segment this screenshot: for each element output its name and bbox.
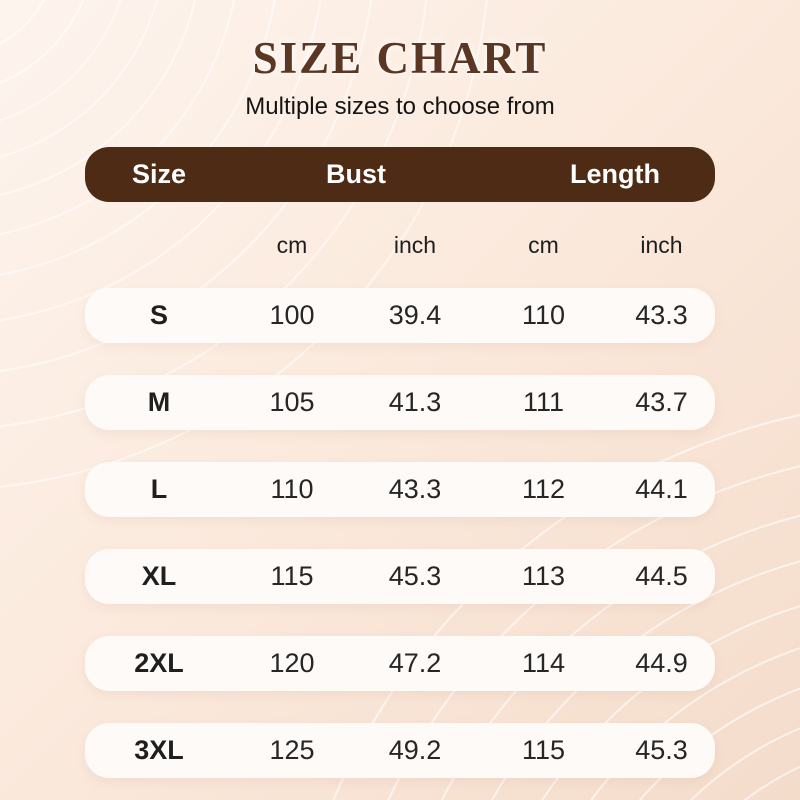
bust-inch-value: 41.3 <box>388 387 442 417</box>
table-row: L 110 43.3 112 44.1 <box>85 462 715 517</box>
length-inch-value: 44.1 <box>635 474 688 504</box>
size-value: S <box>149 300 168 330</box>
size-value: 3XL <box>134 735 184 765</box>
length-inch-value: 43.7 <box>635 387 688 417</box>
length-inch-value: 44.9 <box>635 648 688 678</box>
header-length: Length <box>570 159 660 189</box>
length-cm-value: 114 <box>521 648 566 678</box>
header-bust: Bust <box>326 159 386 189</box>
length-cm-value: 113 <box>521 561 566 591</box>
bust-inch-value: 39.4 <box>388 300 442 330</box>
unit-row: cm inch cm inch <box>85 202 715 288</box>
size-value: XL <box>141 561 177 591</box>
unit-length-cm: cm <box>528 231 559 258</box>
page-title: SIZE CHART <box>252 33 548 83</box>
bust-cm-value: 110 <box>270 474 314 504</box>
bust-cm-value: 100 <box>269 300 315 330</box>
size-value: 2XL <box>134 648 184 678</box>
size-value: M <box>147 387 171 417</box>
table-header-bar: Size Bust Length <box>85 147 715 202</box>
unit-bust-inch: inch <box>393 231 437 258</box>
bust-cm-value: 120 <box>269 648 315 678</box>
length-cm-value: 111 <box>522 387 565 417</box>
bust-inch-value: 43.3 <box>388 474 442 504</box>
bust-inch-value: 49.2 <box>388 735 442 765</box>
length-cm-value: 110 <box>521 300 566 330</box>
header-size: Size <box>131 159 187 189</box>
size-value: L <box>150 474 168 504</box>
bust-cm-value: 115 <box>270 561 314 591</box>
table-row: 2XL 120 47.2 114 44.9 <box>85 636 715 691</box>
length-cm-value: 115 <box>521 735 566 765</box>
unit-bust-cm: cm <box>276 231 308 258</box>
bust-inch-value: 45.3 <box>388 561 442 591</box>
length-inch-value: 45.3 <box>635 735 688 765</box>
page-subtitle: Multiple sizes to choose from <box>245 93 555 120</box>
length-inch-value: 43.3 <box>635 300 688 330</box>
table-row: XL 115 45.3 113 44.5 <box>85 549 715 604</box>
table-row: M 105 41.3 111 43.7 <box>85 375 715 430</box>
bust-cm-value: 105 <box>269 387 315 417</box>
unit-length-inch: inch <box>640 231 683 258</box>
bust-cm-value: 125 <box>269 735 315 765</box>
length-cm-value: 112 <box>521 474 566 504</box>
table-row: S 100 39.4 110 43.3 <box>85 288 715 343</box>
size-table: Size Bust Length cm inch cm inch S 100 3… <box>85 147 715 778</box>
table-row: 3XL 125 49.2 115 45.3 <box>85 723 715 778</box>
length-inch-value: 44.5 <box>635 561 688 591</box>
bust-inch-value: 47.2 <box>388 648 442 678</box>
